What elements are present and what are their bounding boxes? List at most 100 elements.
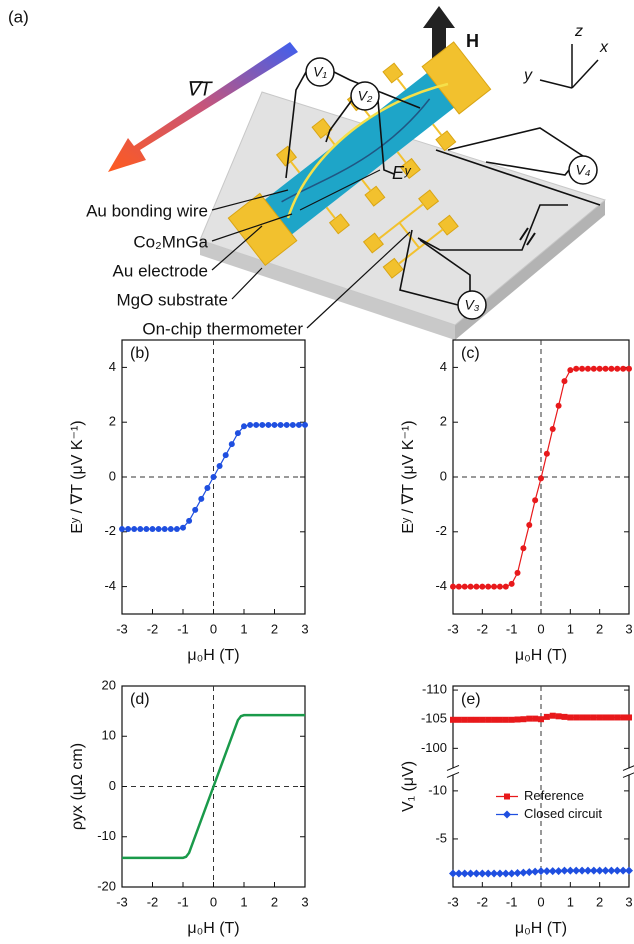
x-tick-label: 0 xyxy=(537,894,544,909)
marker xyxy=(513,869,522,878)
marker xyxy=(502,716,509,723)
marker xyxy=(277,421,284,428)
wire xyxy=(485,161,570,176)
wire xyxy=(399,229,459,306)
marker xyxy=(192,506,199,513)
x-tick-label: 1 xyxy=(240,894,247,909)
axis-break-gap xyxy=(625,768,633,775)
marker xyxy=(216,463,223,470)
y-tick-label: 2 xyxy=(109,414,116,429)
voltmeters xyxy=(305,57,598,320)
callout-line xyxy=(211,189,289,211)
legend-label: Closed circuit xyxy=(524,806,602,821)
marker xyxy=(461,583,468,590)
voltmeter-label: V₁ xyxy=(313,64,327,80)
legend-label: Reference xyxy=(524,788,584,803)
voltmeter xyxy=(350,81,380,111)
x-tick-label: 2 xyxy=(596,894,603,909)
marker xyxy=(626,714,632,721)
marker xyxy=(601,866,610,875)
marker xyxy=(583,866,592,875)
electrode xyxy=(227,192,298,267)
marker xyxy=(596,365,603,372)
y-tick-label: 0 xyxy=(109,468,116,483)
substrate-front xyxy=(200,240,455,340)
y-axis-title: ρyx (μΩ cm) xyxy=(69,743,86,830)
x-tick-label: -3 xyxy=(116,621,128,636)
callout-line xyxy=(211,225,263,271)
voltmeter-label: V₃ xyxy=(465,297,480,313)
y-tick-label: -110 xyxy=(422,682,447,697)
marker xyxy=(560,866,569,875)
panel-label: (b) xyxy=(130,345,150,362)
wire xyxy=(447,127,584,157)
marker xyxy=(508,716,515,723)
marker xyxy=(548,867,557,876)
marker xyxy=(579,365,586,372)
x-tick-label: -2 xyxy=(477,894,489,909)
wire xyxy=(377,99,395,175)
marker xyxy=(491,583,498,590)
axis-break xyxy=(622,772,634,778)
marker xyxy=(167,526,174,533)
marker xyxy=(473,716,480,723)
x-tick-label: -2 xyxy=(147,894,159,909)
callout-line xyxy=(211,213,293,242)
panel-label: (a) xyxy=(8,7,29,26)
x-tick-label: 1 xyxy=(567,894,574,909)
marker xyxy=(608,365,615,372)
marker xyxy=(491,716,498,723)
marker xyxy=(503,810,511,819)
x-axis-title: μ₀H (T) xyxy=(187,920,239,937)
marker xyxy=(495,869,504,878)
marker xyxy=(507,869,516,878)
side-pads xyxy=(275,62,459,279)
wire xyxy=(417,204,568,251)
marker xyxy=(241,423,247,430)
callout: Au bonding wire xyxy=(86,201,208,220)
marker xyxy=(161,526,168,533)
y-tick-label: -20 xyxy=(97,878,116,893)
x-axis xyxy=(571,59,599,89)
marker xyxy=(573,714,580,721)
marker xyxy=(514,716,521,723)
battery-plate xyxy=(526,232,536,246)
electrode xyxy=(421,41,492,115)
marker xyxy=(514,569,521,576)
marker xyxy=(472,869,481,878)
marker xyxy=(155,526,162,533)
wires xyxy=(285,71,601,306)
wire xyxy=(325,99,353,143)
y-axis-title: V₁ (μV) xyxy=(400,761,417,812)
marker xyxy=(479,583,486,590)
voltmeter xyxy=(568,155,598,185)
marker xyxy=(619,866,628,875)
marker xyxy=(180,524,186,531)
marker xyxy=(613,866,622,875)
y-tick-label: 2 xyxy=(440,414,447,429)
marker xyxy=(302,421,308,428)
x-tick-label: 3 xyxy=(301,894,308,909)
marker xyxy=(119,526,125,533)
marker xyxy=(508,580,515,587)
marker xyxy=(607,866,616,875)
marker xyxy=(567,367,574,374)
marker xyxy=(295,421,302,428)
callout-line xyxy=(231,267,263,300)
field-label-e: Eʸ xyxy=(392,163,412,183)
marker xyxy=(173,526,180,533)
marker xyxy=(450,583,456,590)
field-arrow xyxy=(423,6,455,62)
callout-lines xyxy=(211,189,411,329)
marker xyxy=(543,713,550,720)
marker xyxy=(484,869,493,878)
x-tick-label: 2 xyxy=(596,621,603,636)
marker xyxy=(186,517,193,524)
marker xyxy=(210,474,217,480)
marker xyxy=(125,526,132,533)
marker xyxy=(526,521,533,528)
thermometer xyxy=(398,222,420,249)
marker xyxy=(228,441,235,448)
y-tick-label: 0 xyxy=(440,468,447,483)
